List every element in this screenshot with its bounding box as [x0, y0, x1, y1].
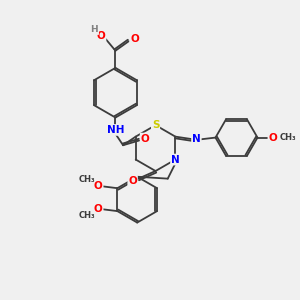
Text: S: S: [152, 120, 159, 130]
Text: H: H: [91, 25, 98, 34]
Text: O: O: [128, 176, 137, 186]
Text: CH₃: CH₃: [79, 212, 95, 220]
Text: CH₃: CH₃: [280, 133, 296, 142]
Text: O: O: [97, 32, 106, 41]
Text: O: O: [94, 181, 103, 191]
Text: O: O: [94, 204, 103, 214]
Text: O: O: [130, 34, 139, 44]
Text: NH: NH: [107, 125, 124, 135]
Text: N: N: [171, 154, 180, 164]
Text: CH₃: CH₃: [79, 175, 95, 184]
Text: O: O: [141, 134, 149, 143]
Text: N: N: [192, 134, 201, 145]
Text: O: O: [268, 133, 277, 142]
